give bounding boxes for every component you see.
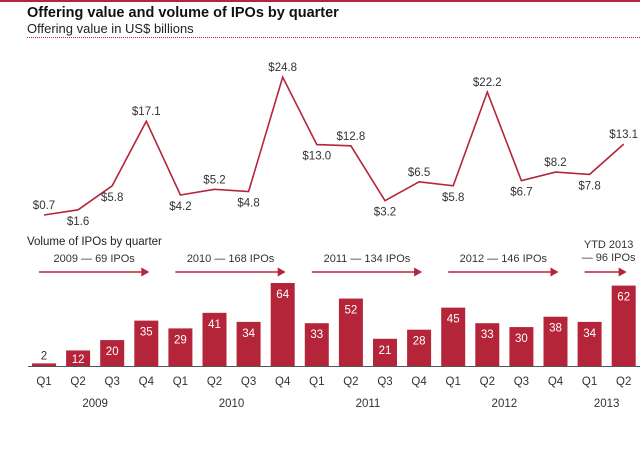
ipo-bar bbox=[611, 285, 636, 366]
arrow-head-icon bbox=[618, 267, 627, 277]
arrow-head-icon bbox=[277, 267, 286, 277]
line-data-label: $6.5 bbox=[408, 167, 430, 179]
chart-subtitle: Offering value in US$ billions bbox=[27, 21, 194, 36]
line-data-label: $1.6 bbox=[67, 216, 89, 228]
ipo-bar bbox=[100, 340, 125, 366]
bar-value-label: 45 bbox=[447, 314, 460, 326]
line-data-label: $13.0 bbox=[302, 151, 331, 163]
ipo-bar bbox=[202, 312, 227, 366]
year-label: 2011 bbox=[356, 398, 381, 410]
quarter-tick-label: Q3 bbox=[241, 376, 256, 388]
quarter-tick-label: Q4 bbox=[548, 376, 564, 388]
quarter-tick-label: Q2 bbox=[70, 376, 85, 388]
line-data-label: $24.8 bbox=[268, 62, 297, 74]
quarter-tick-label: Q2 bbox=[343, 376, 358, 388]
annual-total-label: 2010 — 168 IPOs bbox=[187, 253, 275, 265]
ipo-bar bbox=[32, 363, 56, 366]
line-data-label: $5.2 bbox=[203, 174, 225, 186]
line-data-label: $0.7 bbox=[33, 200, 55, 212]
line-data-label: $12.8 bbox=[337, 131, 366, 143]
arrow-head-icon bbox=[141, 267, 150, 277]
line-data-label: $6.7 bbox=[510, 187, 532, 199]
ipo-bar bbox=[66, 350, 91, 366]
line-data-label: $4.8 bbox=[237, 198, 259, 210]
bar-value-label: 41 bbox=[208, 319, 221, 331]
quarter-tick-label: Q1 bbox=[582, 376, 597, 388]
year-label: 2013 bbox=[594, 398, 620, 410]
quarter-tick-label: Q4 bbox=[411, 376, 427, 388]
ipo-bar bbox=[475, 323, 500, 366]
ipo-bar bbox=[270, 283, 295, 366]
line-data-label: $13.1 bbox=[609, 129, 638, 141]
annual-total-label: YTD 2013 bbox=[584, 239, 634, 251]
ipo-bar bbox=[236, 321, 261, 366]
bar-value-label: 38 bbox=[549, 323, 562, 335]
bar-value-label: 52 bbox=[345, 305, 358, 317]
bar-chart-title: Volume of IPOs by quarter bbox=[27, 236, 162, 248]
bar-value-label: 2 bbox=[41, 350, 47, 362]
line-data-label: $7.8 bbox=[578, 180, 600, 192]
ipo-bar bbox=[577, 321, 602, 366]
ipo-bar bbox=[338, 298, 363, 366]
ipo-bar bbox=[168, 328, 193, 366]
year-label: 2012 bbox=[492, 398, 518, 410]
quarter-tick-label: Q1 bbox=[309, 376, 324, 388]
bar-value-label: 35 bbox=[140, 327, 153, 339]
annual-total-label: — 96 IPOs bbox=[582, 252, 636, 264]
ipo-bar bbox=[441, 307, 466, 366]
arrow-head-icon bbox=[414, 267, 423, 277]
line-data-label: $5.8 bbox=[442, 192, 464, 204]
bar-value-label: 34 bbox=[583, 328, 596, 340]
quarter-tick-label: Q1 bbox=[36, 376, 51, 388]
bar-value-label: 33 bbox=[481, 329, 494, 341]
quarter-tick-label: Q2 bbox=[480, 376, 495, 388]
annual-total-label: 2009 — 69 IPOs bbox=[53, 253, 135, 265]
bar-value-label: 34 bbox=[242, 328, 255, 340]
ipo-bar bbox=[134, 320, 159, 366]
chart-title: Offering value and volume of IPOs by qua… bbox=[27, 5, 339, 21]
bar-value-label: 20 bbox=[106, 346, 119, 358]
quarter-tick-label: Q3 bbox=[377, 376, 392, 388]
quarter-tick-label: Q2 bbox=[616, 376, 631, 388]
line-data-label: $5.8 bbox=[101, 192, 123, 204]
ipo-bar bbox=[304, 323, 329, 366]
ipo-bar bbox=[509, 327, 534, 366]
quarter-tick-label: Q1 bbox=[446, 376, 461, 388]
bar-value-label: 33 bbox=[310, 329, 323, 341]
top-rule bbox=[0, 0, 640, 2]
quarter-tick-label: Q4 bbox=[139, 376, 155, 388]
bar-value-label: 29 bbox=[174, 334, 187, 346]
bar-value-label: 62 bbox=[617, 292, 630, 304]
line-data-label: $4.2 bbox=[169, 201, 191, 213]
bar-value-label: 64 bbox=[276, 289, 289, 301]
quarter-tick-label: Q2 bbox=[207, 376, 222, 388]
offering-value-line bbox=[43, 74, 625, 216]
bar-value-label: 30 bbox=[515, 333, 528, 345]
arrow-head-icon bbox=[550, 267, 559, 277]
year-label: 2009 bbox=[82, 398, 108, 410]
title-divider bbox=[27, 37, 640, 38]
quarter-tick-label: Q3 bbox=[105, 376, 120, 388]
line-data-label: $3.2 bbox=[374, 207, 396, 219]
ipo-bar bbox=[373, 338, 397, 366]
line-data-label: $22.2 bbox=[473, 77, 502, 89]
quarter-tick-label: Q4 bbox=[275, 376, 291, 388]
quarter-tick-label: Q1 bbox=[173, 376, 188, 388]
ipo-bar bbox=[543, 316, 568, 366]
bar-value-label: 12 bbox=[72, 354, 85, 366]
quarter-tick-label: Q3 bbox=[514, 376, 529, 388]
line-data-label: $8.2 bbox=[544, 157, 566, 169]
ipo-bar bbox=[407, 329, 432, 366]
year-label: 2010 bbox=[219, 398, 245, 410]
bar-value-label: 21 bbox=[379, 345, 392, 357]
line-data-label: $17.1 bbox=[132, 106, 161, 118]
annual-total-label: 2011 — 134 IPOs bbox=[324, 253, 411, 265]
bar-value-label: 28 bbox=[413, 336, 426, 348]
annual-total-label: 2012 — 146 IPOs bbox=[460, 253, 548, 265]
